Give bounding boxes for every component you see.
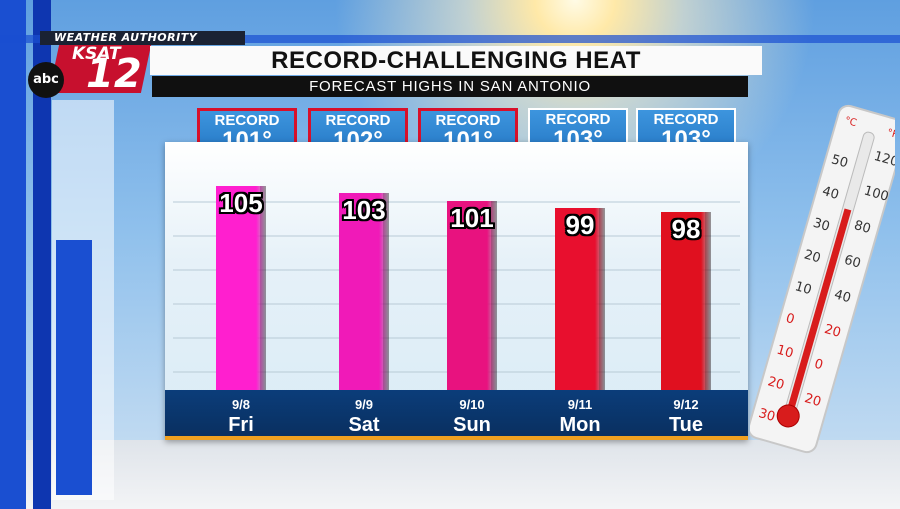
thermometer-f-tick: 40	[832, 287, 852, 306]
x-tick-date: 9/9	[354, 397, 374, 412]
record-label: RECORD	[545, 111, 611, 128]
thermometer-c-tick: 0	[784, 311, 796, 328]
bar-value-label: 103	[342, 195, 386, 226]
record-label: RECORD	[653, 111, 719, 128]
record-label: RECORD	[435, 112, 501, 129]
left-stripe	[0, 0, 26, 509]
x-tick-day: Mon	[559, 414, 601, 436]
thermometer-unit-f: °F	[886, 127, 895, 141]
top-stripe	[0, 35, 900, 43]
bar-value-label: 105	[219, 187, 263, 218]
x-tick-date: 9/12	[673, 397, 699, 412]
thermometer-c-tick: 10	[775, 343, 795, 362]
thermometer-c-tick: 20	[802, 247, 822, 266]
abc-logo: abc	[28, 62, 64, 98]
thermometer-f-tick: 20	[822, 322, 842, 341]
thermometer-c-tick: 50	[830, 152, 850, 171]
bar-fri	[216, 185, 266, 390]
bar-tue	[661, 211, 711, 390]
thermometer-unit-c: °C	[843, 115, 858, 129]
x-tick-day: Sun	[453, 414, 491, 436]
thermometer-c-tick: 30	[811, 216, 831, 235]
bar-sun	[447, 200, 497, 390]
bar-value-label: 101	[450, 202, 494, 233]
x-tick-date: 9/11	[567, 397, 593, 412]
weather-authority-text: WEATHER AUTHORITY	[54, 31, 198, 44]
record-label: RECORD	[325, 112, 391, 129]
x-tick-date: 9/10	[459, 397, 485, 412]
thermometer-c-tick: 30	[757, 406, 777, 425]
bar-sat	[339, 193, 389, 390]
thermometer-f-tick: 0	[813, 357, 825, 374]
x-axis-band	[165, 390, 748, 438]
floor-background	[0, 440, 900, 509]
x-tick-day: Fri	[228, 414, 254, 436]
page-title: RECORD-CHALLENGING HEAT	[271, 47, 641, 74]
thermometer-f-tick: 100	[862, 183, 890, 204]
weather-authority-bar: WEATHER AUTHORITY	[40, 31, 245, 45]
x-axis-line	[165, 436, 748, 440]
subtitle-bar: FORECAST HIGHS IN SAN ANTONIO	[152, 76, 748, 97]
ksat-channel-number: 12	[86, 51, 142, 97]
bar-value-label: 99	[565, 210, 595, 240]
thermometer-c-tick: 20	[766, 374, 786, 393]
thermometer-f-tick: 120	[872, 149, 895, 170]
title-bar: RECORD-CHALLENGING HEAT	[150, 46, 762, 75]
bar-value-label: 98	[671, 213, 701, 244]
ksat-logo-text: KSAT	[72, 44, 121, 64]
thermometer-f-tick: 60	[842, 253, 862, 272]
left-stripe	[56, 240, 92, 495]
page-subtitle: FORECAST HIGHS IN SAN ANTONIO	[309, 78, 591, 95]
x-tick-date: 9/8	[231, 397, 251, 412]
thermometer-c-tick: 10	[793, 279, 813, 298]
thermometer-f-tick: 20	[803, 391, 823, 410]
bar-mon	[555, 208, 605, 390]
x-tick-day: Sat	[348, 414, 380, 436]
left-stripe	[33, 0, 51, 509]
record-label: RECORD	[214, 112, 280, 129]
thermometer-c-tick: 40	[820, 184, 840, 203]
x-tick-day: Tue	[668, 414, 704, 436]
thermometer-f-tick: 80	[852, 218, 872, 237]
chart-panel: 105 9/8 Fri 103 9/9 Sat 101 9/10 Sun 99 9/11 Mon 98 9…	[165, 142, 748, 440]
